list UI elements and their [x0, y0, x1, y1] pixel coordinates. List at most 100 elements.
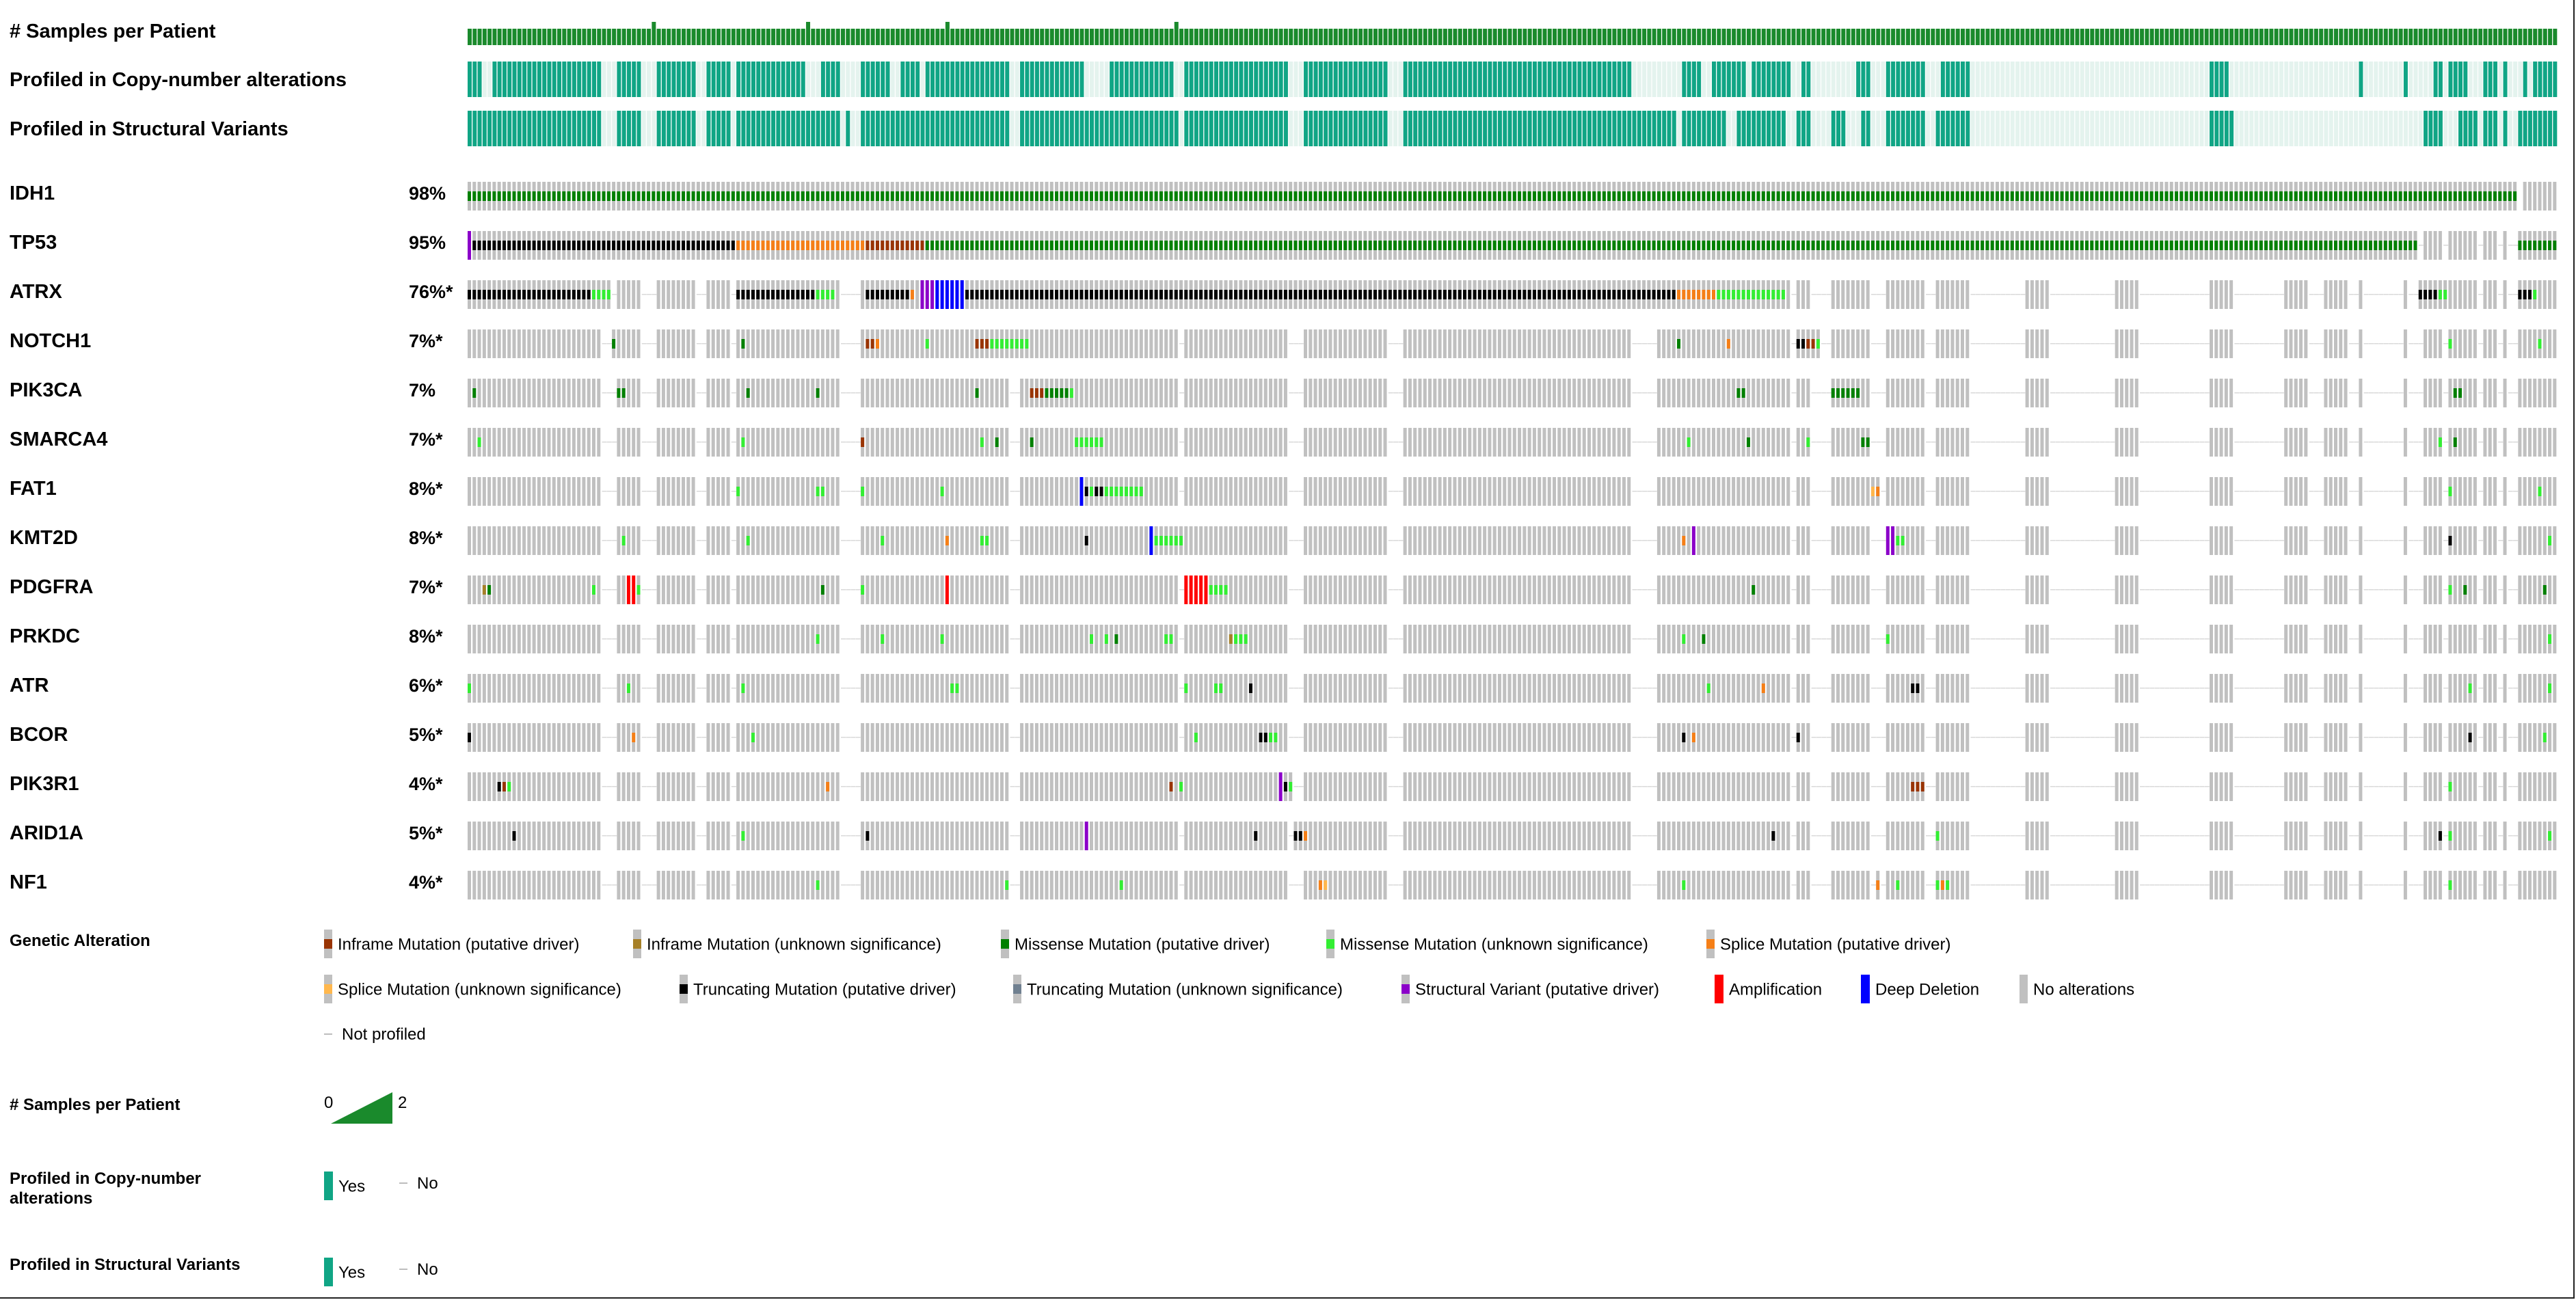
cna-profiled-yes [1612, 62, 1617, 97]
mutation-missense-driver [1870, 191, 1875, 201]
samples-bar [468, 29, 472, 45]
sv-profiled-yes [661, 111, 666, 146]
cell-no-alteration [2334, 280, 2337, 309]
cell-no-alteration [691, 329, 695, 358]
mutation-missense-driver [1961, 191, 1964, 201]
mutation-truncating-driver [2527, 290, 2532, 299]
cell-no-alteration [985, 428, 989, 457]
mutation-truncating-driver [1627, 290, 1631, 299]
mutation-truncating-driver [1512, 290, 1516, 299]
not-profiled-cell [641, 491, 647, 492]
cna-profiled-yes [1473, 62, 1477, 97]
cell-no-alteration [517, 428, 521, 457]
not-profiled-cell [2363, 294, 2369, 295]
mutation-missense-driver [1587, 191, 1591, 201]
mutation-missense-driver [2249, 191, 2253, 201]
not-profiled-cell [701, 392, 707, 394]
cell-no-alteration [626, 280, 630, 309]
cna-profiled-no [1667, 62, 1672, 97]
mutation-truncating-driver [900, 290, 904, 299]
samples-bar [1781, 29, 1786, 45]
not-profiled-cell [855, 392, 861, 394]
mutation-missense-driver [2210, 241, 2213, 250]
mutation-splice-driver [1691, 290, 1695, 299]
samples-bar [2070, 29, 2075, 45]
sv-profiled-yes [1612, 111, 1617, 146]
not-profiled-cell [1995, 392, 2000, 394]
cna-profiled-no [2030, 62, 2035, 97]
mutation-missense-driver [1318, 191, 1322, 201]
not-profiled-cell [2418, 343, 2424, 344]
mutation-missense-driver [1592, 191, 1596, 201]
mutation-missense-driver [1677, 339, 1681, 349]
sv-profiled-yes [1169, 111, 1174, 146]
mutation-missense-unknown [1015, 339, 1019, 349]
cell-no-alteration [1060, 428, 1064, 457]
mutation-missense-driver [1259, 191, 1263, 201]
mutation-missense-driver [532, 191, 536, 201]
cell-structural-variant [920, 280, 924, 309]
cell-no-alteration [1712, 379, 1715, 407]
cell-no-alteration [751, 329, 755, 358]
not-profiled-cell [2090, 294, 2095, 295]
sv-profiled-yes [1891, 111, 1896, 146]
sv-profiled-yes [1781, 111, 1786, 146]
mutation-missense-driver [2299, 241, 2303, 250]
sv-profiled-yes [562, 111, 567, 146]
cell-no-alteration [1587, 379, 1591, 407]
sv-profiled-no [2045, 111, 2050, 146]
mutation-missense-driver [1717, 191, 1721, 201]
cell-no-alteration [1468, 329, 1472, 358]
samples-bar [1507, 29, 1512, 45]
samples-bar [2099, 29, 2104, 45]
cell-no-alteration [1025, 379, 1029, 407]
cell-no-alteration [706, 477, 710, 506]
cna-profiled-no [2274, 62, 2279, 97]
sv-profiled-yes [532, 111, 537, 146]
sv-profiled-no [2309, 111, 2313, 146]
mutation-missense-driver [1388, 241, 1392, 250]
mutation-missense-driver [2219, 191, 2223, 201]
cell-no-alteration [2428, 428, 2432, 457]
cell-no-alteration [2503, 231, 2507, 260]
mutation-missense-driver [2334, 241, 2337, 250]
samples-bar [1771, 29, 1776, 45]
cna-profiled-yes [1497, 62, 1502, 97]
cna-profiled-yes [2433, 62, 2438, 97]
mutation-missense-driver [1328, 241, 1332, 250]
sv-profiled-yes [577, 111, 582, 146]
mutation-truncating-driver [1453, 290, 1457, 299]
samples-bar [1239, 29, 1244, 45]
sv-profiled-yes [835, 111, 840, 146]
mutation-missense-driver [2398, 241, 2402, 250]
mutation-missense-driver [2324, 191, 2328, 201]
sv-profiled-no [2130, 111, 2134, 146]
cell-no-alteration [1488, 379, 1492, 407]
cna-profiled-no [2279, 62, 2283, 97]
not-profiled-cell [606, 343, 612, 344]
mutation-missense-driver [1443, 191, 1447, 201]
mutation-missense-driver [2065, 241, 2069, 250]
not-profiled-cell [2279, 392, 2284, 394]
not-profiled-cell [2110, 343, 2115, 344]
mutation-missense-driver [1134, 191, 1138, 201]
cell-no-alteration [2403, 428, 2407, 457]
mutation-missense-driver [636, 191, 641, 201]
sv-profiled-no [647, 111, 652, 146]
mutation-missense-driver [1940, 241, 1944, 250]
cell-no-alteration [1946, 428, 1950, 457]
cna-profiled-yes [1259, 62, 1263, 97]
mutation-truncating-driver [587, 241, 591, 250]
mutation-missense-driver [816, 388, 820, 398]
not-profiled-cell [2110, 294, 2115, 295]
samples-bar [667, 29, 671, 45]
cell-no-alteration [1752, 329, 1756, 358]
cell-no-alteration [527, 379, 531, 407]
cell-no-alteration [1095, 379, 1099, 407]
cna-profiled-no [890, 62, 895, 97]
not-profiled-cell [696, 343, 701, 344]
samples-bar [2195, 29, 2199, 45]
sv-profiled-no [2513, 111, 2518, 146]
not-profiled-cell [855, 294, 861, 295]
mutation-missense-driver [2229, 241, 2233, 250]
